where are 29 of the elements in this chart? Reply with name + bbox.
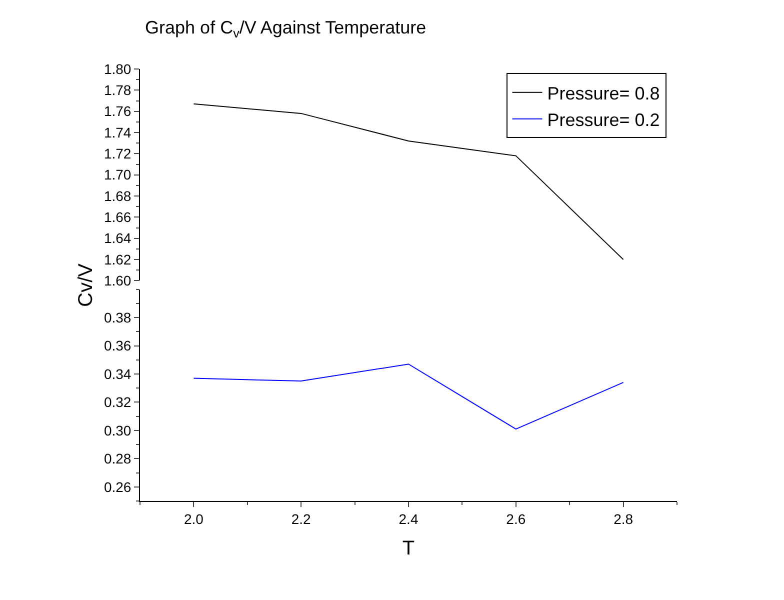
y-tick-label: 0.26 <box>104 478 132 495</box>
y-tick-label: 0.34 <box>104 366 132 382</box>
chart-title: Graph of C$_{v}$/V Against Temperature <box>145 18 426 40</box>
y-tick-label: 1.80 <box>104 60 132 77</box>
y-tick-label: 1.72 <box>104 146 132 162</box>
y-tick-label: 1.68 <box>104 188 132 204</box>
y-tick-label: 1.76 <box>104 103 132 120</box>
y-tick-label: 1.66 <box>104 209 132 226</box>
y-tick-label: 1.78 <box>104 82 132 98</box>
y-tick-label: 1.64 <box>104 230 132 246</box>
x-tick-label: 2.6 <box>506 510 526 527</box>
y-axis-title: Cv/V <box>74 262 97 307</box>
y-tick-label: 1.62 <box>104 251 132 268</box>
y-tick-label: 0.36 <box>104 338 132 354</box>
y-tick-label: 0.28 <box>104 450 132 467</box>
x-tick-label: 2.4 <box>398 510 418 527</box>
x-tick-label: 2.8 <box>614 510 634 527</box>
y-tick-label: 1.74 <box>104 124 132 140</box>
legend-label: Pressure= 0.2 <box>547 110 660 130</box>
legend-label: Pressure= 0.8 <box>547 83 660 104</box>
y-tick-label: 0.32 <box>104 394 132 410</box>
y-tick-label: 1.60 <box>104 272 132 289</box>
x-tick-label: 2.0 <box>184 510 204 527</box>
y-tick-label: 0.30 <box>104 422 132 438</box>
x-axis-title: T <box>402 537 415 560</box>
line-series <box>193 364 624 430</box>
y-tick-label: 0.38 <box>104 309 132 326</box>
x-tick-label: 2.2 <box>291 510 312 527</box>
y-tick-label: 1.70 <box>104 166 132 183</box>
